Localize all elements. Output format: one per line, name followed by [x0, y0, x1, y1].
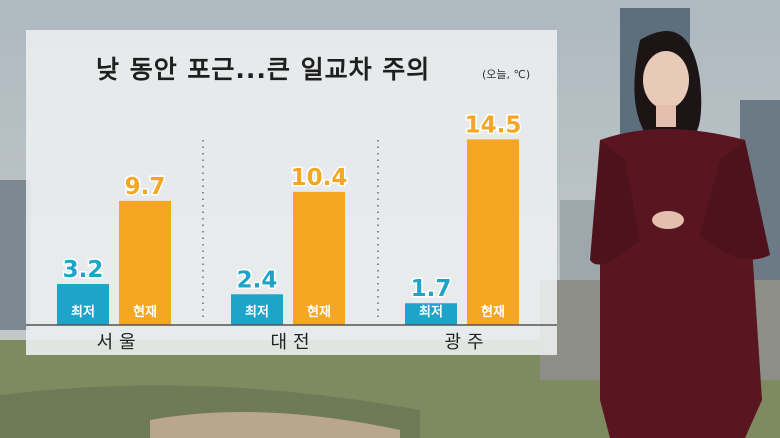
value-label: 14.5 — [465, 112, 522, 138]
bar-low — [405, 303, 457, 325]
value-label: 1.7 — [411, 276, 452, 302]
series-tag: 현재 — [133, 304, 157, 320]
bar-low — [57, 284, 109, 325]
chart-title: 낮 동안 포근...큰 일교차 주의 — [96, 55, 431, 84]
value-label: 2.4 — [237, 267, 278, 293]
unit-note: (오늘, ℃) — [482, 68, 531, 81]
bar-now — [467, 139, 519, 325]
value-label: 3.2 — [63, 257, 104, 283]
value-label: 9.7 — [125, 174, 166, 200]
presenter — [590, 31, 770, 438]
city-label: 대전 — [270, 332, 315, 353]
city-label: 서울 — [96, 332, 141, 353]
series-tag: 현재 — [481, 304, 505, 320]
bar-low — [231, 294, 283, 325]
series-tag: 현재 — [307, 304, 331, 320]
value-label: 10.4 — [291, 165, 348, 191]
series-tag: 최저 — [419, 305, 443, 320]
series-tag: 최저 — [245, 305, 269, 320]
building — [0, 180, 30, 330]
bar-now — [119, 200, 171, 325]
series-tag: 최저 — [71, 305, 95, 320]
bar-now — [293, 191, 345, 325]
city-label: 광주 — [444, 332, 489, 353]
